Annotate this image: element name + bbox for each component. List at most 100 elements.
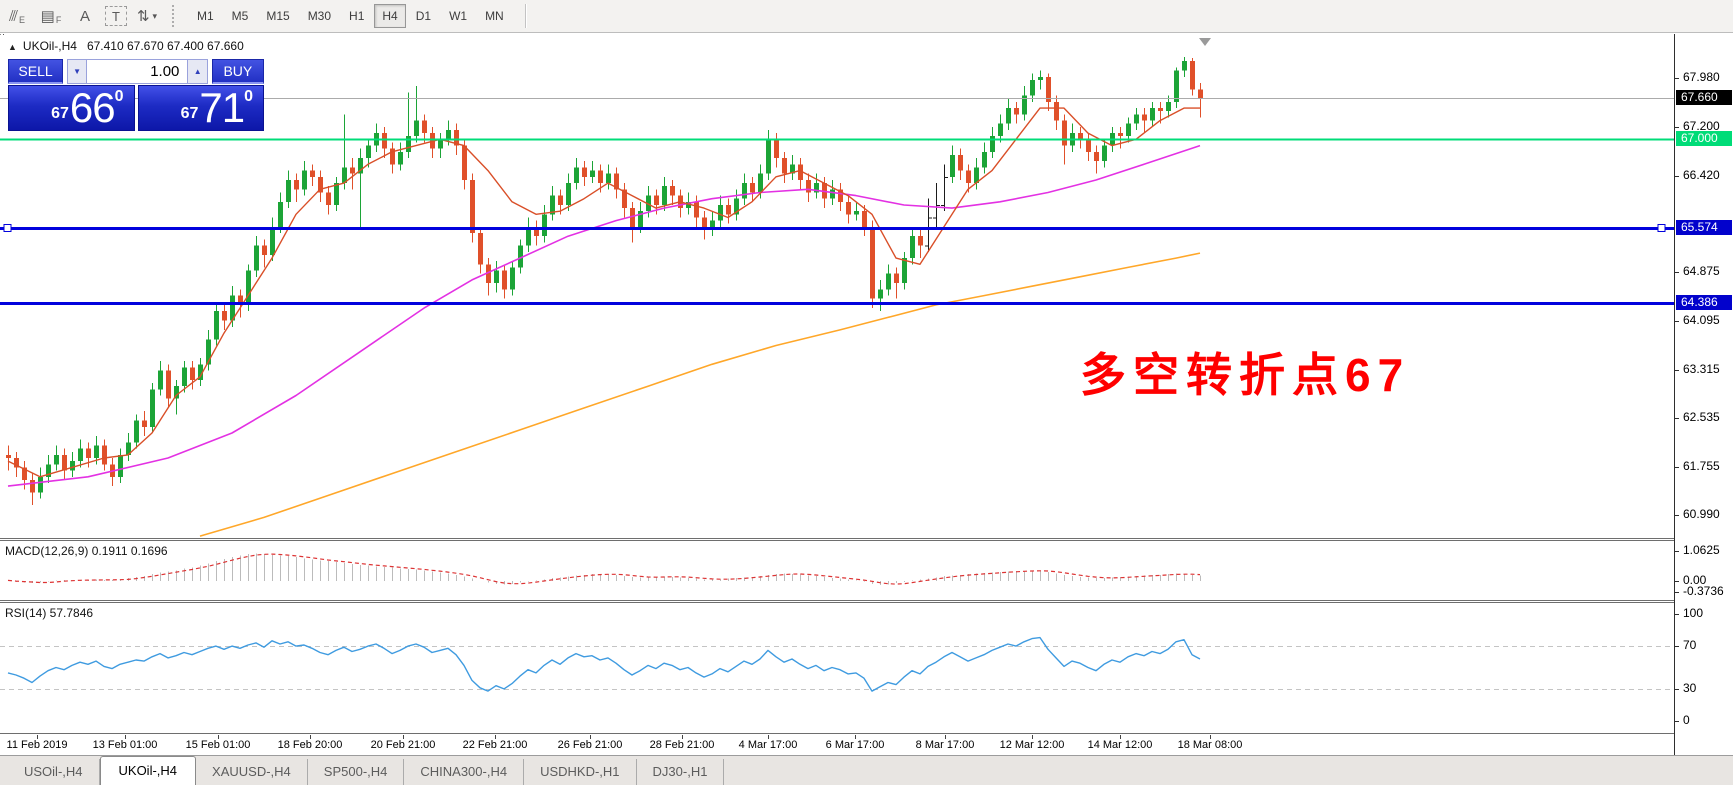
axis-tick <box>1675 78 1679 80</box>
indicators-icon[interactable]: ⫻ E <box>9 7 25 26</box>
time-axis-label: 26 Feb 21:00 <box>557 739 623 751</box>
time-axis-label: 20 Feb 21:00 <box>370 739 436 751</box>
price-tick-label: 30 <box>1683 680 1697 695</box>
label-icon[interactable]: A <box>79 7 90 25</box>
time-tick <box>310 735 311 739</box>
time-axis-label: 8 Mar 17:00 <box>915 739 975 751</box>
axis-tick <box>1675 320 1679 322</box>
buy-price-display[interactable]: 67 71 0 <box>137 85 264 131</box>
toolbar-grip[interactable] <box>172 5 178 27</box>
price-tick-label: 0 <box>1683 713 1690 728</box>
price-tick-label: 60.990 <box>1683 506 1720 521</box>
timeframe-h4-button[interactable]: H4 <box>374 4 406 28</box>
chart-tab-s​p500[interactable]: SP500-,H4 <box>308 759 405 785</box>
volume-decrease-button[interactable]: ▼ <box>66 59 88 84</box>
axis-tick <box>1675 126 1679 128</box>
panel-divider[interactable] <box>0 600 1674 603</box>
time-axis-label: 6 Mar 17:00 <box>825 739 885 751</box>
axis-tick <box>1675 418 1679 420</box>
chart-tab-dj30[interactable]: DJ30-,H1 <box>637 759 725 785</box>
macd-indicator-panel[interactable]: MACD(12,26,9) 0.1911 0.1696 <box>0 541 1674 600</box>
timeframe-m15-button[interactable]: M15 <box>258 4 297 28</box>
sell-button[interactable]: SELL <box>8 59 64 84</box>
rsi-indicator-panel[interactable]: RSI(14) 57.7846 <box>0 603 1674 733</box>
timeframe-m1-button[interactable]: M1 <box>189 4 222 28</box>
timeframe-h1-button[interactable]: H1 <box>341 4 372 28</box>
macd-label: MACD(12,26,9) 0.1911 0.1696 <box>5 544 168 558</box>
price-tick-label: 67.980 <box>1683 70 1720 85</box>
price-tick-label: 64.875 <box>1683 264 1720 279</box>
time-tick <box>403 735 404 739</box>
hline-handle[interactable] <box>1657 224 1666 232</box>
chart-tab-bar: USOil-,H4 UKOil-,H4 XAUUSD-,H4 SP500-,H4… <box>0 755 1733 785</box>
axis-tick <box>1675 467 1679 469</box>
chevron-up-icon: ▲ <box>193 67 202 76</box>
chart-tab-xauusd[interactable]: XAUUSD-,H4 <box>196 759 308 785</box>
time-axis-label: 13 Feb 01:00 <box>92 739 158 751</box>
time-tick <box>1210 735 1211 739</box>
price-tick-label: 61.755 <box>1683 459 1720 474</box>
axis-tick <box>1675 551 1679 553</box>
time-tick <box>590 735 591 739</box>
hline-handle[interactable] <box>3 224 12 232</box>
chart-tab-usoil[interactable]: USOil-,H4 <box>8 759 100 785</box>
fibonacci-grid-icon[interactable]: ▤ F <box>40 8 62 25</box>
time-tick <box>945 735 946 739</box>
price-tick-label: 100 <box>1683 606 1704 621</box>
collapse-arrow-icon[interactable]: ▲ <box>8 42 17 52</box>
chart-title: ▲ UKOil-,H4 67.410 67.670 67.400 67.660 <box>8 39 244 53</box>
axis-tick <box>1675 721 1679 723</box>
time-tick <box>495 735 496 739</box>
time-axis-label: 4 Mar 17:00 <box>738 739 798 751</box>
price-tick-label: 63.315 <box>1683 361 1720 376</box>
timeframe-m5-button[interactable]: M5 <box>224 4 257 28</box>
axis-tick <box>1675 646 1679 648</box>
time-tick <box>37 735 38 739</box>
axis-tick <box>1675 369 1679 371</box>
chart-tab-china300[interactable]: CHINA300-,H4 <box>404 759 525 785</box>
axis-tick <box>1675 175 1679 177</box>
candlestick-chart[interactable] <box>0 35 1674 538</box>
chart-shift-marker-icon[interactable] <box>1199 38 1211 46</box>
time-axis-label: 18 Mar 08:00 <box>1177 739 1243 751</box>
chart-tab-usdhkd[interactable]: USDHKD-,H1 <box>524 759 637 785</box>
price-tick-label: 67.200 <box>1683 118 1720 133</box>
time-axis-label: 11 Feb 2019 <box>6 739 68 751</box>
time-tick <box>682 735 683 739</box>
toolbar-separator <box>524 4 526 28</box>
price-tick-label: 62.535 <box>1683 410 1720 425</box>
time-tick <box>218 735 219 739</box>
time-axis[interactable]: 11 Feb 2019 13 Feb 01:00 15 Feb 01:00 18 Fe… <box>0 735 1674 755</box>
macd-chart[interactable] <box>0 541 1674 600</box>
timeframe-m30-button[interactable]: M30 <box>300 4 339 28</box>
time-axis-label: 14 Mar 12:00 <box>1087 739 1153 751</box>
timeframe-w1-button[interactable]: W1 <box>441 4 475 28</box>
axis-tick <box>1675 272 1679 274</box>
chart-window: ▲ UKOil-,H4 67.410 67.670 67.400 67.660 SE… <box>0 34 1733 785</box>
axis-tick <box>1675 614 1679 616</box>
buy-button[interactable]: BUY <box>211 59 264 84</box>
volume-input[interactable] <box>87 59 188 84</box>
price-tick-label: -0.3736 <box>1683 583 1724 598</box>
rsi-chart[interactable] <box>0 603 1674 733</box>
text-box-icon[interactable]: T <box>105 6 127 26</box>
cursor-arrows-icon[interactable]: ⇅ ▾ <box>136 8 158 25</box>
price-tick-label: 0.00 <box>1683 572 1707 587</box>
timeframe-d1-button[interactable]: D1 <box>408 4 439 28</box>
chart-tab-ukoil[interactable]: UKOil-,H4 <box>99 756 197 785</box>
price-chart-area[interactable]: ▲ UKOil-,H4 67.410 67.670 67.400 67.660 SE… <box>0 35 1674 538</box>
price-axis[interactable]: 67.980 67.200 66.420 64.875 64.095 63.315 62.5… <box>1674 34 1733 755</box>
time-axis-label: 28 Feb 21:00 <box>649 739 715 751</box>
axis-tick <box>1675 688 1679 690</box>
timeframe-mn-button[interactable]: MN <box>477 4 512 28</box>
time-tick <box>1120 735 1121 739</box>
price-tick-label: 70 <box>1683 638 1697 653</box>
panel-divider[interactable] <box>0 538 1674 541</box>
volume-increase-button[interactable]: ▲ <box>187 59 208 84</box>
time-tick <box>855 735 856 739</box>
chevron-down-icon: ▼ <box>73 67 82 76</box>
price-tick-label: 1.0625 <box>1683 543 1720 558</box>
price-badge: 67.660 <box>1676 90 1732 106</box>
sell-price-display[interactable]: 67 66 0 <box>8 85 135 131</box>
